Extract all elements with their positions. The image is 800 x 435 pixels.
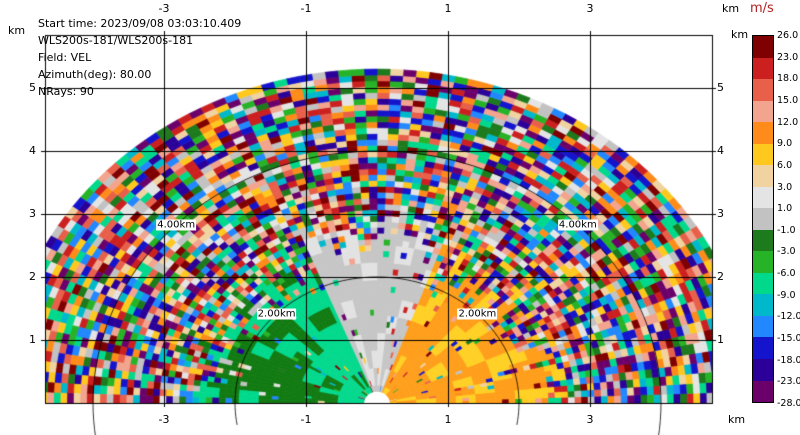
y-tick-label-right: 1 xyxy=(717,333,724,346)
colorbar-tick-label: 23.0 xyxy=(777,51,799,63)
colorbar-tick-label: 3.0 xyxy=(777,181,793,193)
colorbar-segment xyxy=(753,122,773,144)
colorbar-segment xyxy=(753,79,773,101)
colorbar-segment xyxy=(753,229,773,252)
scan-azimuth: Azimuth(deg): 80.00 xyxy=(38,68,152,81)
y-tick-label-left: 5 xyxy=(29,81,36,94)
colorbar-tick-label: -6.0 xyxy=(777,268,796,280)
colorbar-segment xyxy=(753,143,773,166)
x-tick-label-bottom: -3 xyxy=(158,413,170,426)
colorbar-tick-label: -23.0 xyxy=(777,376,800,388)
x-axis-unit-bottom: km xyxy=(728,413,746,426)
colorbar-tick-label: 15.0 xyxy=(777,94,799,106)
x-tick-label-bottom: 3 xyxy=(586,413,594,426)
colorbar-segment xyxy=(753,57,773,80)
colorbar-segment xyxy=(753,251,773,273)
colorbar-tick-label: -3.0 xyxy=(777,246,796,258)
colorbar-tick-label: 9.0 xyxy=(777,138,793,150)
colorbar-tick-label: -12.0 xyxy=(777,311,800,323)
colorbar-tick-label: -1.0 xyxy=(777,224,796,236)
colorbar-title: m/s xyxy=(750,1,774,16)
y-axis-unit-right: km xyxy=(731,28,749,41)
colorbar-segment xyxy=(753,315,773,338)
scan-instrument: WLS200s-181/WLS200s-181 xyxy=(38,34,194,47)
y-tick-label-left: 3 xyxy=(29,207,36,220)
y-tick-label-right: 2 xyxy=(717,270,724,283)
x-tick-label-top: -1 xyxy=(300,2,312,15)
y-tick-label-right: 5 xyxy=(717,81,724,94)
scan-start-time: Start time: 2023/09/08 03:03:10.409 xyxy=(38,17,242,30)
range-ring-label: 4.00km xyxy=(156,219,197,231)
x-tick-label-bottom: -1 xyxy=(300,413,312,426)
range-ring-label: 2.00km xyxy=(457,308,498,320)
colorbar-tick-label: -18.0 xyxy=(777,354,800,366)
scan-info-block: Start time: 2023/09/08 03:03:10.409 WLS2… xyxy=(38,15,241,100)
y-tick-label-left: 1 xyxy=(29,333,36,346)
x-tick-label-top: 3 xyxy=(586,2,594,15)
scan-field: Field: VEL xyxy=(38,51,92,64)
colorbar-tick-label: 12.0 xyxy=(777,116,799,128)
y-tick-label-left: 2 xyxy=(29,270,36,283)
range-ring-label: 2.00km xyxy=(256,308,297,320)
colorbar-segment xyxy=(753,358,773,381)
range-ring-label: 4.00km xyxy=(557,219,598,231)
colorbar-segment xyxy=(753,272,773,295)
colorbar-segment xyxy=(753,186,773,209)
x-tick-label-top: -3 xyxy=(158,2,170,15)
y-axis-unit-left: km xyxy=(8,24,26,37)
x-axis-unit-top: km xyxy=(722,2,740,15)
y-tick-label-right: 3 xyxy=(717,207,724,220)
y-tick-label-left: 4 xyxy=(29,144,36,157)
colorbar-segment xyxy=(753,337,773,359)
y-tick-label-right: 4 xyxy=(717,144,724,157)
colorbar-segment xyxy=(753,165,773,187)
scan-nrays: NRays: 90 xyxy=(38,85,94,98)
colorbar-segment xyxy=(753,380,773,403)
colorbar-tick-label: -15.0 xyxy=(777,333,800,345)
x-tick-label-top: 1 xyxy=(444,2,452,15)
colorbar-segment xyxy=(753,294,773,316)
colorbar-segment xyxy=(753,208,773,230)
colorbar-segment xyxy=(753,100,773,123)
colorbar-tick-label: -9.0 xyxy=(777,289,796,301)
colorbar-segment xyxy=(753,36,773,58)
colorbar-tick-label: 18.0 xyxy=(777,73,799,85)
colorbar xyxy=(752,35,774,403)
colorbar-tick-label: -28.0 xyxy=(777,398,800,409)
colorbar-tick-label: 1.0 xyxy=(777,203,793,215)
x-tick-label-bottom: 1 xyxy=(444,413,452,426)
colorbar-tick-label: 6.0 xyxy=(777,159,793,171)
colorbar-tick-label: 26.0 xyxy=(777,30,799,41)
